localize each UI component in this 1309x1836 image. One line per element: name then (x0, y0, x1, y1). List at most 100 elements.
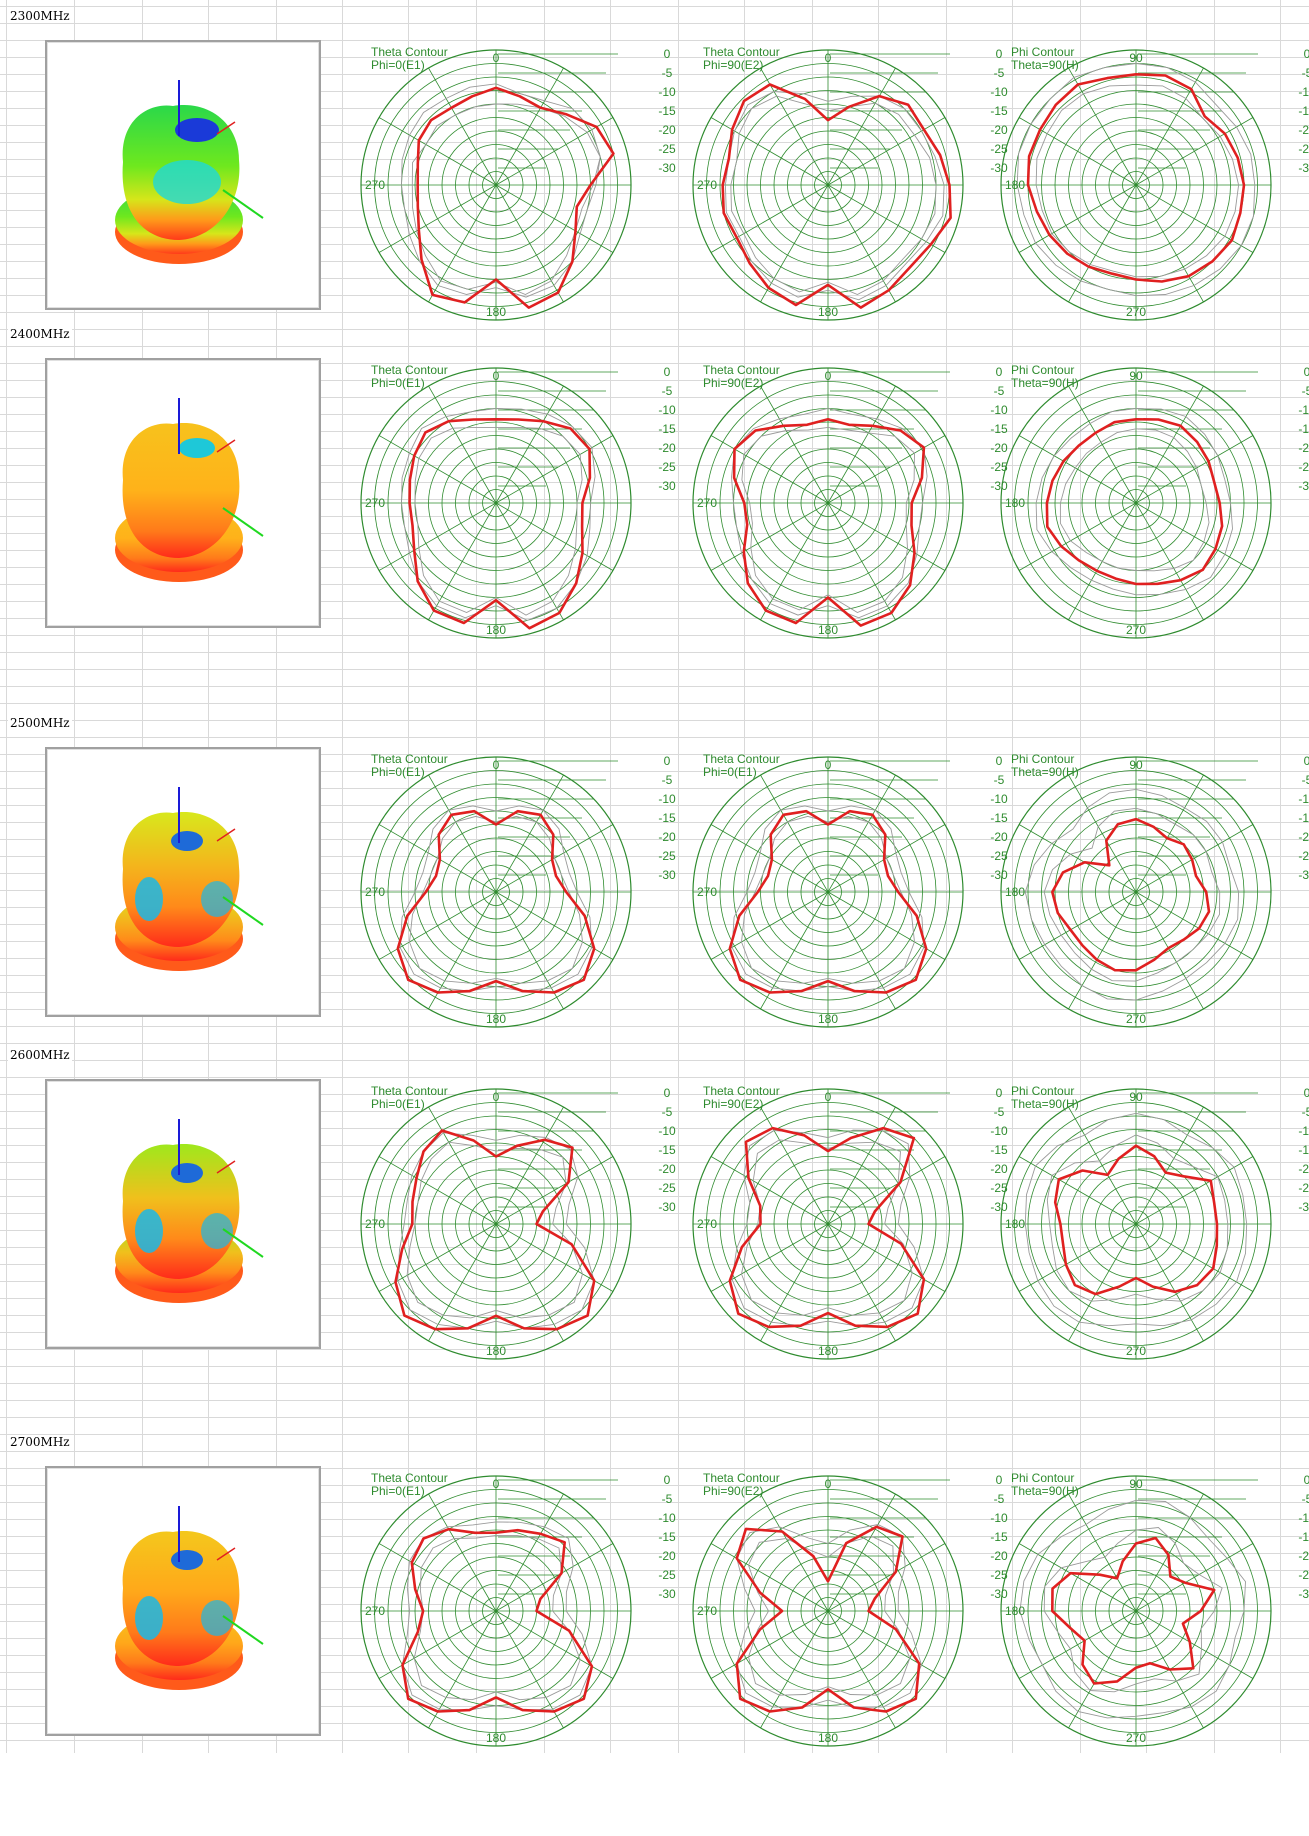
angle-label-top: 0 (825, 51, 832, 65)
3d-radiation-pattern-thumbnail (45, 1079, 321, 1349)
angle-label-bottom: 180 (486, 1344, 506, 1358)
angle-label-top: 0 (825, 758, 832, 772)
angle-label-bottom: 180 (486, 1012, 506, 1026)
polar-spoke (1069, 1494, 1137, 1611)
angle-label-top: 0 (825, 1477, 832, 1491)
chart-subtitle: Theta=90(H) (1011, 376, 1079, 390)
polar-spoke (828, 503, 896, 620)
scale-tick-label: -15 (1298, 104, 1309, 118)
angle-label-left: 270 (365, 496, 385, 510)
main-pattern-trace (730, 1128, 924, 1327)
chart-title: Theta Contour (703, 752, 780, 766)
angle-label-left: 270 (697, 885, 717, 899)
angle-label-top: 0 (825, 1090, 832, 1104)
reference-trace (1036, 85, 1239, 277)
angle-label-left: 180 (1005, 885, 1025, 899)
polar-pattern-chart: 0 -5 -10 -15 -20 -25 -30 90 180 270 Phi ContourThe… (941, 1039, 1309, 1449)
polar-spoke (828, 436, 945, 504)
angle-label-top: 90 (1129, 758, 1143, 772)
scale-tick-label: 0 (1304, 1473, 1309, 1487)
polar-spoke (711, 503, 828, 571)
scale-tick-label: -10 (1298, 85, 1309, 99)
scale-tick-label: -30 (1298, 1200, 1309, 1214)
3d-radiation-pattern-thumbnail (45, 40, 321, 310)
chart-subtitle: Phi=0(E1) (371, 58, 425, 72)
scale-tick-label: -25 (1298, 1568, 1309, 1582)
polar-spoke (496, 1494, 564, 1611)
3d-pattern-graphic (47, 1081, 319, 1347)
polar-spoke (828, 503, 945, 571)
polar-spoke (1136, 892, 1253, 960)
main-pattern-trace (734, 419, 924, 625)
main-pattern-trace (396, 1131, 595, 1330)
polar-spoke (711, 892, 828, 960)
polar-spoke (711, 436, 828, 504)
angle-label-left: 270 (365, 178, 385, 192)
chart-title: Phi Contour (1011, 752, 1074, 766)
polar-spoke (1136, 1494, 1204, 1611)
angle-label-bottom: 180 (818, 1012, 838, 1026)
chart-subtitle: Phi=0(E1) (371, 765, 425, 779)
polar-pattern-chart: 0 -5 -10 -15 -20 -25 -30 90 180 270 Phi ContourThe… (941, 318, 1309, 728)
polar-spoke (379, 1157, 496, 1225)
reference-trace (737, 1525, 922, 1708)
angle-label-top: 0 (493, 51, 500, 65)
angle-label-bottom: 270 (1126, 623, 1146, 637)
3d-pattern-graphic (47, 749, 319, 1015)
reference-trace (749, 1536, 910, 1695)
polar-spoke (496, 68, 564, 185)
scale-tick-label: -15 (1298, 811, 1309, 825)
chart-title: Theta Contour (703, 45, 780, 59)
polar-spoke (1019, 185, 1136, 253)
polar-spoke (379, 892, 496, 960)
scale-tick-label: -30 (1298, 1587, 1309, 1601)
scale-tick-label: -5 (1302, 1492, 1309, 1506)
angle-label-top: 90 (1129, 1090, 1143, 1104)
scale-tick-label: -25 (1298, 142, 1309, 156)
polar-spoke (429, 1494, 497, 1611)
scale-tick-label: 0 (1304, 47, 1309, 61)
polar-spoke (429, 1107, 497, 1224)
polar-spoke (761, 185, 829, 302)
angle-label-bottom: 180 (818, 305, 838, 319)
scale-tick-label: -5 (1302, 384, 1309, 398)
polar-pattern-chart: 0 -5 -10 -15 -20 -25 -30 90 180 270 Phi ContourThe… (941, 1426, 1309, 1836)
angle-label-left: 270 (697, 1217, 717, 1231)
polar-spoke (828, 185, 896, 302)
polar-spoke (711, 185, 828, 253)
angle-label-bottom: 180 (818, 623, 838, 637)
angle-label-bottom: 180 (486, 623, 506, 637)
chart-subtitle: Theta=90(H) (1011, 1097, 1079, 1111)
scale-tick-label: -5 (1302, 1105, 1309, 1119)
polar-spoke (761, 1224, 829, 1341)
frequency-label: 2300MHz (8, 9, 72, 23)
angle-label-left: 180 (1005, 178, 1025, 192)
scale-tick-label: -20 (1298, 1162, 1309, 1176)
chart-title: Theta Contour (703, 363, 780, 377)
polar-spoke (761, 503, 829, 620)
reference-trace (412, 104, 600, 295)
polar-spoke (1136, 775, 1204, 892)
scale-tick-label: -5 (1302, 66, 1309, 80)
angle-label-left: 270 (365, 1604, 385, 1618)
polar-spoke (496, 436, 613, 504)
scale-tick-label: -30 (1298, 479, 1309, 493)
polar-spoke (828, 185, 945, 253)
chart-title: Theta Contour (371, 752, 448, 766)
reference-trace (1060, 429, 1209, 571)
polar-spoke (828, 386, 896, 503)
angle-label-left: 270 (697, 1604, 717, 1618)
angle-label-top: 0 (493, 1090, 500, 1104)
chart-title: Phi Contour (1011, 1084, 1074, 1098)
chart-title: Phi Contour (1011, 363, 1074, 377)
scale-tick-label: -5 (1302, 773, 1309, 787)
chart-subtitle: Phi=0(E1) (371, 376, 425, 390)
polar-spoke (1136, 1544, 1253, 1612)
3d-radiation-pattern-thumbnail (45, 358, 321, 628)
main-pattern-trace (1047, 419, 1222, 584)
chart-subtitle: Phi=0(E1) (371, 1097, 425, 1111)
angle-label-bottom: 270 (1126, 1012, 1146, 1026)
polar-spoke (828, 892, 945, 960)
polar-spoke (1019, 1224, 1136, 1292)
polar-spoke (1136, 185, 1204, 302)
